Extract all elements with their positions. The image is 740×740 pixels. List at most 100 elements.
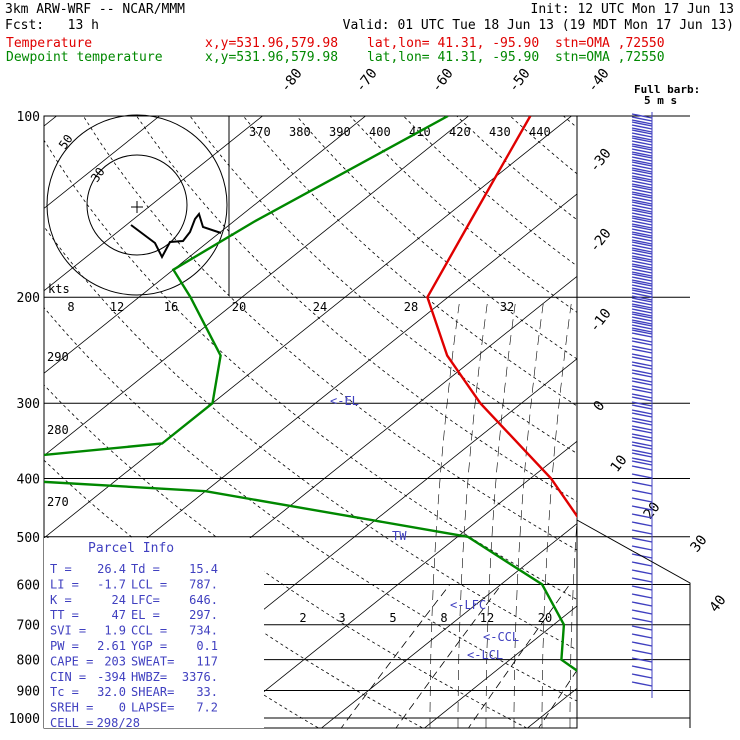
hodograph-kts-label: kts (48, 282, 70, 296)
parcel-info-value: 0.1 (196, 639, 218, 653)
hodograph-trace (130, 211, 222, 260)
parcel-info-key: LI = (50, 577, 79, 591)
mixing-ratio-label: 12 (480, 611, 494, 625)
wind-barb-icon (631, 377, 653, 383)
wind-barb-icon (631, 681, 653, 687)
moist-adiabat (457, 303, 488, 728)
wind-barb-icon (631, 497, 653, 503)
parcel-info-value: 3376. (182, 670, 218, 684)
wind-barb-icon (631, 513, 653, 519)
mixing-ratio-line (600, 584, 695, 730)
wind-barb-icon (631, 489, 653, 495)
isotherm (627, 58, 740, 731)
dry-adiabat (242, 116, 577, 407)
parcel-info-key: EL = (131, 608, 160, 622)
isotherm (423, 605, 577, 728)
isotherm-label: -70 (353, 66, 381, 96)
wind-barb-icon (631, 311, 653, 317)
wind-barb-icon (631, 353, 653, 359)
hodograph-ring-inner (86, 154, 188, 256)
wind-barb-icon (631, 473, 653, 479)
hodograph-ring-label: 50 (56, 132, 76, 152)
parcel-level-marker: <-CCL (483, 630, 519, 644)
dewpoint-xy: x,y=531.96,579.98 (205, 50, 339, 65)
wind-barb-icon (631, 185, 653, 191)
theta-label: 420 (449, 125, 471, 139)
wind-barb-icon (631, 175, 653, 181)
wind-barb-icon (631, 113, 653, 119)
wind-barb-icon (631, 428, 653, 434)
wind-barb-icon (631, 167, 653, 173)
isotherm-label: -30 (587, 146, 615, 176)
parcel-info-key: Td = (131, 562, 160, 576)
wind-barb-icon (631, 137, 653, 143)
parcel-info-key: LCL = (131, 577, 167, 591)
isotherm (44, 116, 264, 292)
wind-barb-icon (631, 148, 653, 154)
wind-barb-icon (631, 295, 653, 301)
mixing-ratio-label: 20 (538, 611, 552, 625)
hodograph-speed-label: 16 (164, 300, 178, 314)
wind-barb-icon (631, 319, 653, 325)
wind-barb-icon (631, 465, 653, 471)
wind-barb-icon (631, 340, 653, 346)
wind-barb-icon (631, 268, 653, 274)
dry-adiabat (44, 306, 577, 702)
parcel-info-key: HWBZ= (131, 670, 167, 684)
wind-barb-icon (631, 404, 653, 410)
theta-label: 400 (369, 125, 391, 139)
hodograph-ring-outer (46, 114, 228, 296)
wind-barb-icon (631, 345, 653, 351)
wind-barb-icon (631, 321, 653, 327)
wind-barb-icon (631, 156, 653, 162)
pressure-label: 800 (17, 654, 40, 669)
parcel-info-key: K = (50, 593, 72, 607)
wind-barb-icon (631, 633, 653, 639)
wind-barb-icon (631, 145, 653, 151)
dry-adiabat-label: 280 (47, 423, 69, 437)
dry-adiabat (585, 89, 740, 731)
wind-barb-icon (631, 273, 653, 279)
wind-barb-icon (631, 265, 653, 271)
hodograph-speed-label: 24 (313, 300, 327, 314)
wind-barb-icon (631, 327, 653, 333)
wind-barb-icon (631, 284, 653, 290)
wind-barb-icon (631, 207, 653, 213)
wind-barb-icon (631, 305, 653, 311)
wind-barb-icon (631, 260, 653, 266)
parcel-info-value: 787. (189, 577, 218, 591)
parcel-info-key: LAPSE= (131, 701, 174, 715)
wind-barb-icon (631, 452, 653, 458)
parcel-info-key: LFC= (131, 593, 160, 607)
wind-barb-icon (631, 380, 653, 386)
wind-barb-icon (631, 124, 653, 130)
hodograph-speed-label: 8 (67, 300, 74, 314)
dry-adiabat (509, 116, 577, 175)
wind-barb-icon (631, 255, 653, 261)
wind-barb-icon (631, 297, 653, 303)
moist-adiabat (569, 515, 577, 728)
wind-barb-icon (631, 561, 653, 567)
wind-barb-icon (631, 231, 653, 237)
theta-label: 430 (489, 125, 511, 139)
wind-barb-icon (631, 303, 653, 309)
wind-barb-icon (631, 332, 653, 338)
wind-barb-icon (631, 220, 653, 226)
wind-barb-icon (631, 348, 653, 354)
wind-barb-icon (631, 481, 653, 487)
parcel-info-key: CCL = (131, 624, 167, 638)
isotherm-label: 10 (608, 452, 631, 475)
isotherm (217, 440, 577, 728)
moist-adiabat (429, 303, 460, 728)
dewpoint-profile (44, 116, 577, 673)
wind-barb-icon (631, 143, 653, 149)
parcel-info-key: SVI = (50, 624, 86, 638)
parcel-info-value: -394 (97, 670, 126, 684)
wind-barb-icon (631, 460, 653, 466)
wind-barb-icon (631, 212, 653, 218)
wind-barb-icon (631, 545, 653, 551)
wind-barb-icon (631, 433, 653, 439)
wind-barb-icon (631, 393, 653, 399)
parcel-info-value: -1.7 (97, 577, 126, 591)
parcel-info-value: 0 (119, 701, 126, 715)
